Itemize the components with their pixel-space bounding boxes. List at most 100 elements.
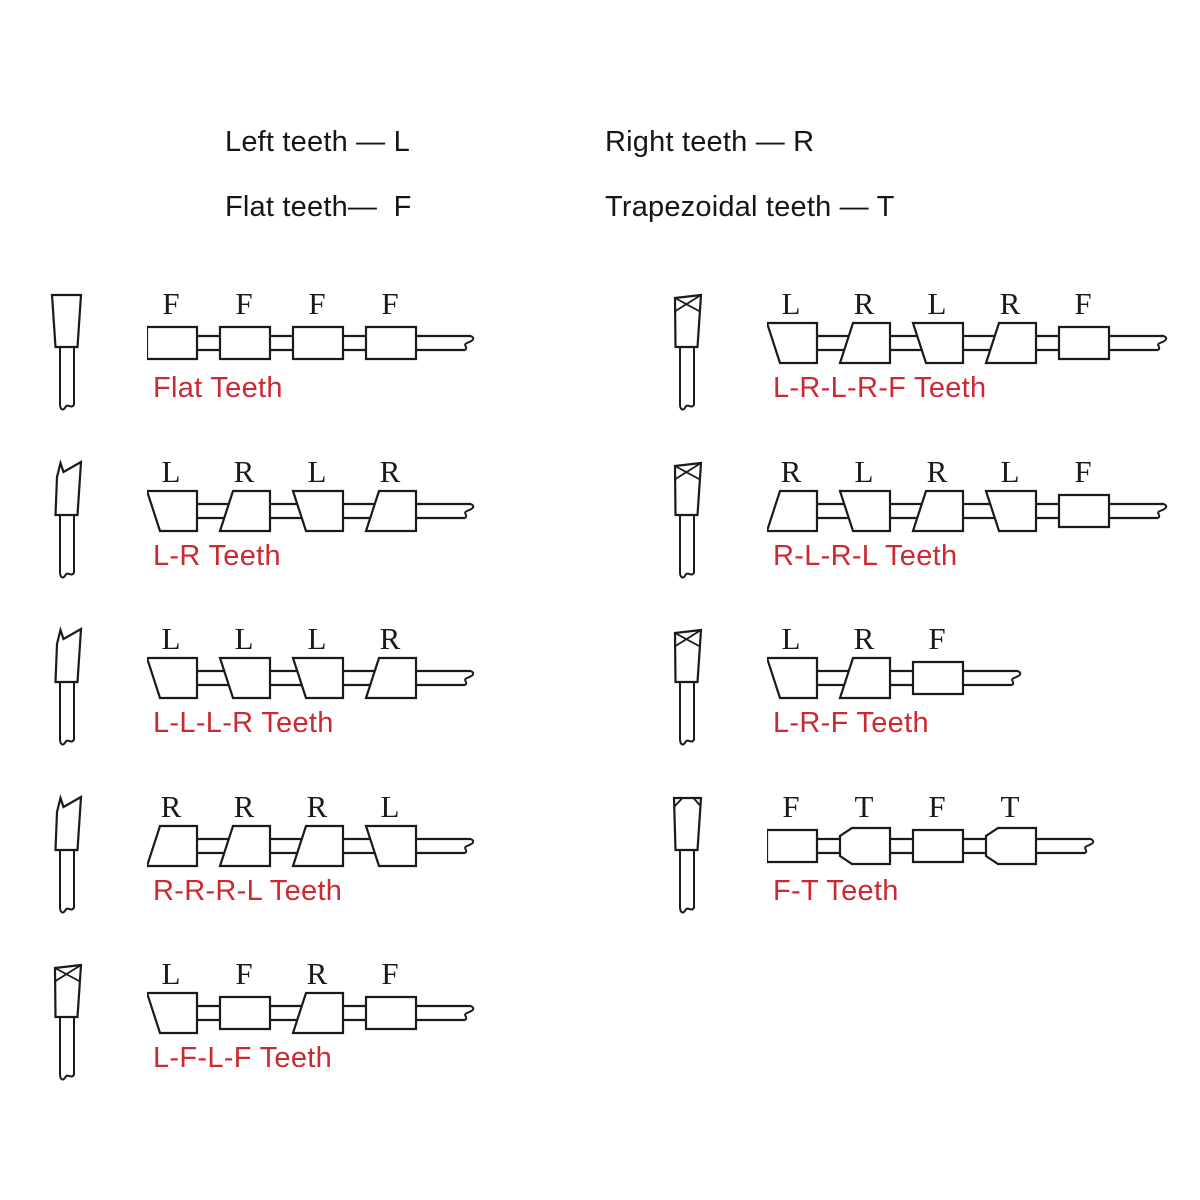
blade-band (792, 669, 1022, 687)
tooth-shape-R (838, 321, 892, 365)
tooth-letter: L (162, 458, 181, 489)
tooth-letter: L (381, 793, 400, 824)
tooth-shape-L (767, 321, 819, 365)
tooth-shape-L (291, 489, 345, 533)
tooth-letter: F (235, 290, 252, 321)
row-label: L-R Teeth (153, 540, 281, 572)
tooth-letter: L (855, 458, 874, 489)
tooth-shape-F (911, 660, 965, 696)
tooth-shape-F (1057, 493, 1111, 529)
bevel-top-profile-icon (54, 626, 83, 746)
tooth-letter: T (855, 793, 874, 824)
row-label: R-R-R-L Teeth (153, 875, 343, 907)
tooth-letter: L (782, 290, 801, 321)
tooth-letter: R (927, 458, 948, 489)
tooth-letter: R (307, 960, 328, 991)
tooth-shape-R (218, 824, 272, 868)
row-label: Flat Teeth (153, 372, 283, 404)
tooth-letter: R (234, 458, 255, 489)
tooth-letter: T (1001, 793, 1020, 824)
tooth-shape-R (911, 489, 965, 533)
tooth-letter: F (308, 290, 325, 321)
legend-left-teeth: Left teeth — L (225, 126, 410, 158)
tooth-shape-F (291, 325, 345, 361)
tooth-shape-F (147, 325, 199, 361)
tooth-letter: F (162, 290, 179, 321)
tooth-letter: L (235, 625, 254, 656)
tooth-shape-L (911, 321, 965, 365)
tooth-shape-F (1057, 325, 1111, 361)
tooth-letter: R (161, 793, 182, 824)
tooth-shape-F (218, 995, 272, 1031)
tooth-letter: L (308, 625, 327, 656)
tooth-letter: L (782, 625, 801, 656)
chamfer-top-profile-icon (672, 796, 703, 914)
cross-bevel-profile-icon (673, 628, 703, 746)
row-label: L-R-L-R-F Teeth (773, 372, 987, 404)
tooth-letter: R (380, 625, 401, 656)
tooth-letter: L (308, 458, 327, 489)
tooth-letter: L (1001, 458, 1020, 489)
tooth-letter: F (1074, 290, 1091, 321)
tooth-shape-T (838, 826, 892, 866)
tooth-letter: R (1000, 290, 1021, 321)
row-label: R-L-R-L Teeth (773, 540, 958, 572)
tooth-shape-R (838, 656, 892, 700)
tooth-letter: F (381, 290, 398, 321)
tooth-letter: R (854, 290, 875, 321)
tooth-shape-L (767, 656, 819, 700)
tooth-shape-R (364, 656, 418, 700)
tooth-shape-L (218, 656, 272, 700)
tooth-shape-R (291, 824, 345, 868)
row-label: F-T Teeth (773, 875, 899, 907)
bevel-top-profile-icon (54, 459, 83, 579)
tooth-letter: L (162, 960, 181, 991)
tooth-letter: L (162, 625, 181, 656)
row-label: L-F-L-F Teeth (153, 1042, 333, 1074)
tooth-letter: L (928, 290, 947, 321)
tooth-letter: F (782, 793, 799, 824)
tooth-shape-R (984, 321, 1038, 365)
tooth-shape-R (767, 489, 819, 533)
row-label: L-R-F Teeth (773, 707, 929, 739)
tooth-shape-F (364, 325, 418, 361)
cross-bevel-profile-icon (53, 963, 83, 1081)
tooth-shape-T (984, 826, 1038, 866)
tooth-letter: R (307, 793, 328, 824)
tooth-shape-R (364, 489, 418, 533)
tooth-letter: R (234, 793, 255, 824)
tooth-letter: F (928, 625, 945, 656)
tooth-shape-R (147, 824, 199, 868)
tooth-shape-F (767, 828, 819, 864)
bevel-top-profile-icon (54, 794, 83, 914)
tooth-letter: R (781, 458, 802, 489)
tooth-letter: F (381, 960, 398, 991)
tooth-shape-L (984, 489, 1038, 533)
legend-right-teeth: Right teeth — R (605, 126, 815, 158)
tooth-shape-F (218, 325, 272, 361)
tooth-shape-R (218, 489, 272, 533)
tooth-letter: R (380, 458, 401, 489)
legend-flat-teeth: Flat teeth— F (225, 191, 412, 223)
tooth-letter: F (235, 960, 252, 991)
tooth-shape-L (364, 824, 418, 868)
tooth-shape-R (291, 991, 345, 1035)
tooth-shape-L (147, 656, 199, 700)
tooth-letter: R (854, 625, 875, 656)
row-label: L-L-L-R Teeth (153, 707, 334, 739)
legend-trapezoidal-teeth: Trapezoidal teeth — T (605, 191, 895, 223)
cross-bevel-profile-icon (673, 461, 703, 579)
tooth-shape-F (911, 828, 965, 864)
tooth-shape-L (147, 991, 199, 1035)
tooth-shape-L (291, 656, 345, 700)
